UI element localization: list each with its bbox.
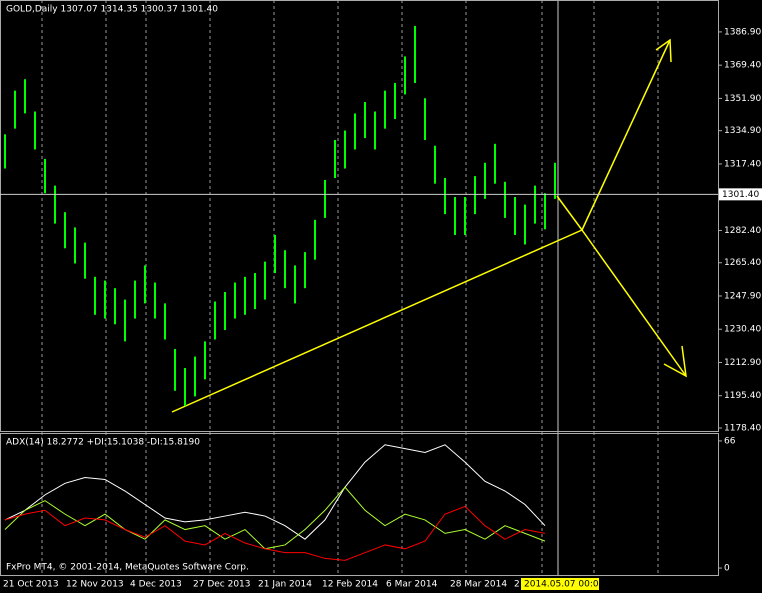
y-tick-label: 66 [724,436,736,446]
y-tick-label: 1247.90 [724,291,761,301]
arrow-head [655,38,672,63]
x-tick-label: 21 Jan 2014 [258,580,312,590]
price-label: 1301.40 [722,190,759,200]
footer: FxPro MT4, © 2001-2014, MetaQuotes Softw… [6,563,249,573]
y-tick-label: 1178.40 [724,424,761,434]
panel-frame [0,433,719,576]
indicator-line [4,486,546,550]
indicator-title: ADX(14) 18.2772 +DI:15.1038 -DI:15.8190 [6,438,200,448]
y-tick-label: 1386.90 [724,27,761,37]
indicator-line [4,444,546,540]
arrow-down [581,229,687,377]
price-label-box [719,188,762,201]
x-tick-label: 12 Nov 2013 [66,580,124,590]
x-tick-label: 6 Mar 2014 [386,580,438,590]
x-tick-label: 12 Feb 2014 [322,580,378,590]
cursor-label-box [521,578,599,590]
x-tick-label: 28 Mar 2014 [450,580,507,590]
chart-title: GOLD,Daily 1307.07 1314.35 1300.37 1301.… [6,5,218,15]
arrow-head [663,345,687,378]
cursor-label: 2014.05.07 00:00 [524,580,605,590]
arrow-up [581,39,671,231]
x-tick-label: 27 Dec 2013 [193,580,251,590]
y-tick-label: 1265.40 [724,258,761,268]
x-tick-label: 21 Oct 2013 [3,580,59,590]
y-tick-label: 0 [724,564,730,574]
y-tick-label: 1317.40 [724,159,761,169]
x-tick-label: 4 Dec 2013 [130,580,182,590]
y-tick-label: 1369.40 [724,61,761,71]
indicator-line [4,505,546,561]
main-frame [0,0,719,432]
annotations [171,38,687,413]
time-grid [41,0,659,575]
y-tick-label: 1195.40 [724,391,761,401]
y-tick-label: 1212.90 [724,358,761,368]
y-tick-label: 1230.40 [724,325,761,335]
y-tick-label: 1334.90 [724,126,761,136]
x-tick-label: 2 [514,580,520,590]
y-tick-label: 1351.90 [724,94,761,104]
y-tick-label: 1282.40 [724,226,761,236]
